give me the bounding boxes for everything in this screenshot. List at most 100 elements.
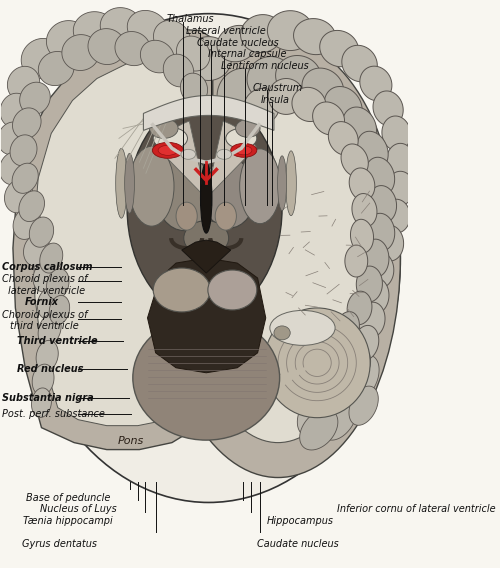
Polygon shape [276,56,321,98]
Polygon shape [176,36,210,71]
Polygon shape [342,107,376,146]
Ellipse shape [124,153,134,213]
Text: Corpus callosum: Corpus callosum [2,262,93,272]
Ellipse shape [208,270,257,310]
Polygon shape [182,240,230,273]
Wedge shape [206,121,256,198]
Ellipse shape [264,308,370,417]
Polygon shape [357,131,388,169]
Polygon shape [247,57,292,101]
Ellipse shape [240,149,281,224]
Text: lateral ventricle: lateral ventricle [8,286,85,296]
Text: Gyrus dentatus: Gyrus dentatus [22,539,97,549]
Ellipse shape [236,119,260,137]
Polygon shape [298,388,340,437]
Polygon shape [268,11,313,51]
Polygon shape [345,245,368,277]
Polygon shape [349,168,375,201]
Text: Base of peduncle: Base of peduncle [26,492,110,503]
Polygon shape [154,20,190,57]
Polygon shape [373,91,403,126]
Polygon shape [33,260,58,292]
Ellipse shape [278,156,286,211]
Ellipse shape [156,39,400,478]
Wedge shape [156,121,206,198]
Polygon shape [358,302,385,337]
Text: Claustrum: Claustrum [252,83,303,93]
Polygon shape [244,89,280,124]
Polygon shape [21,39,61,78]
Text: third ventricle: third ventricle [10,321,78,332]
Polygon shape [12,108,41,139]
Ellipse shape [274,326,290,340]
Polygon shape [180,73,208,104]
Text: Pons: Pons [117,436,143,446]
Polygon shape [36,340,59,371]
Polygon shape [32,364,54,395]
Polygon shape [320,31,358,66]
Polygon shape [40,243,63,273]
Ellipse shape [133,315,280,440]
Ellipse shape [152,143,184,158]
Text: Nucleus of Luys: Nucleus of Luys [40,504,117,514]
Text: Lateral ventricle: Lateral ventricle [186,26,266,36]
Polygon shape [382,199,410,233]
Polygon shape [324,86,362,126]
Polygon shape [217,26,258,62]
Polygon shape [38,52,74,86]
Polygon shape [0,152,28,185]
Polygon shape [62,35,100,70]
Ellipse shape [150,118,178,139]
Polygon shape [386,143,414,177]
Polygon shape [363,239,389,277]
Polygon shape [144,95,274,131]
Ellipse shape [270,311,335,345]
Polygon shape [8,66,40,101]
Text: Caudate nucleus: Caudate nucleus [198,37,279,48]
Text: Lentiform nucleus: Lentiform nucleus [221,61,308,72]
Polygon shape [240,15,283,53]
Polygon shape [300,410,338,450]
Ellipse shape [226,128,257,148]
Polygon shape [38,287,62,319]
Ellipse shape [129,147,174,226]
Polygon shape [30,217,54,247]
Polygon shape [292,87,326,122]
Polygon shape [148,258,266,373]
Polygon shape [38,314,61,346]
Text: Third ventricle: Third ventricle [17,336,98,346]
Polygon shape [367,214,394,251]
Text: Hippocampus: Hippocampus [266,516,334,526]
Text: Choroid plexus of: Choroid plexus of [2,310,88,320]
Polygon shape [368,186,396,223]
Ellipse shape [230,143,257,157]
Polygon shape [346,346,370,379]
Ellipse shape [215,202,236,230]
Ellipse shape [156,156,212,231]
Polygon shape [268,78,304,114]
Polygon shape [376,225,404,261]
Text: Internal capsule: Internal capsule [208,49,286,60]
Text: Choroid plexus of: Choroid plexus of [2,274,88,285]
Polygon shape [312,102,344,135]
Text: Substantia nigra: Substantia nigra [2,394,94,403]
Ellipse shape [153,127,188,149]
Text: Caudate nucleus: Caudate nucleus [257,539,338,549]
Polygon shape [12,163,38,193]
Ellipse shape [127,98,282,318]
Polygon shape [294,19,336,55]
Ellipse shape [200,163,212,233]
Polygon shape [347,291,372,325]
Polygon shape [360,66,392,101]
Ellipse shape [17,14,400,503]
Polygon shape [4,179,33,213]
Polygon shape [302,68,344,109]
Polygon shape [350,219,374,253]
Polygon shape [349,386,378,425]
Polygon shape [335,312,359,344]
Ellipse shape [153,268,210,312]
Polygon shape [325,373,362,422]
Polygon shape [46,20,88,61]
Polygon shape [0,93,30,128]
Polygon shape [365,157,394,195]
